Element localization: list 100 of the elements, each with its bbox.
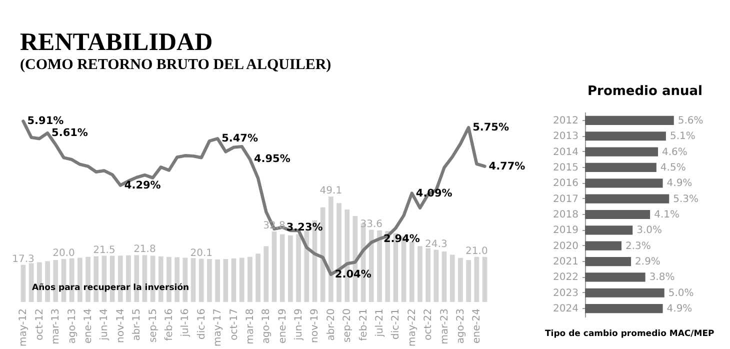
data-label: 4.1% xyxy=(654,210,680,220)
data-label: 3.8% xyxy=(649,272,675,284)
bar xyxy=(585,256,632,266)
x-tick-label: may-17 xyxy=(212,308,224,346)
bar xyxy=(207,259,212,302)
bar xyxy=(585,162,656,172)
y-tick-label: 2013 xyxy=(553,131,578,142)
data-label: 21.0 xyxy=(466,246,488,257)
data-label: 5.75% xyxy=(472,122,510,134)
x-tick-label: nov-19 xyxy=(310,308,321,343)
bar xyxy=(20,264,26,302)
data-label: 5.47% xyxy=(222,132,258,145)
bar xyxy=(296,234,301,302)
y-tick-label: 2015 xyxy=(553,162,578,174)
x-tick-label: feb-16 xyxy=(164,308,175,341)
data-label: 21.8 xyxy=(134,244,156,256)
bar xyxy=(585,272,646,282)
y-tick-label: 2022 xyxy=(553,272,578,284)
data-label: 20.0 xyxy=(52,248,75,260)
x-tick-label: ago-18 xyxy=(261,308,272,344)
bar xyxy=(248,256,252,302)
y-tick-label: 2021 xyxy=(553,256,578,268)
data-label: 4.95% xyxy=(254,153,291,166)
x-tick-label: jun-19 xyxy=(294,308,305,342)
data-label: 33.6 xyxy=(360,218,383,230)
y-tick-label: 2024 xyxy=(553,304,578,315)
x-tick-label: ene-24 xyxy=(472,308,483,344)
data-label: 4.9% xyxy=(666,178,692,190)
y-tick-label: 2020 xyxy=(553,240,578,252)
bar xyxy=(585,288,664,298)
x-tick-label: sep-20 xyxy=(342,308,354,343)
text: Tipo de cambio promedio MAC/MEP xyxy=(545,329,714,339)
x-tick-label: oct-22 xyxy=(423,308,434,340)
x-tick-label: ago-13 xyxy=(66,308,78,344)
bar xyxy=(134,255,140,302)
bar xyxy=(239,258,244,302)
x-tick-label: may-22 xyxy=(406,308,418,346)
y-tick-label: 2014 xyxy=(553,146,578,158)
data-label: 4.29% xyxy=(124,179,162,192)
data-label: 2.9% xyxy=(635,256,660,268)
x-tick-label: abr-20 xyxy=(326,308,337,341)
bar xyxy=(450,254,455,302)
data-label: 3.23% xyxy=(286,221,324,234)
bar xyxy=(585,178,663,188)
x-tick-label: sep-15 xyxy=(148,308,159,343)
bar xyxy=(256,254,260,302)
bar xyxy=(585,132,666,141)
chart-title: Promedio anual xyxy=(588,84,702,99)
x-tick-label: mar-23 xyxy=(439,308,450,344)
data-label: 2.94% xyxy=(384,232,420,245)
bar xyxy=(409,242,414,302)
x-tick-label: nov-14 xyxy=(115,308,126,343)
x-tick-label: mar-13 xyxy=(50,308,62,344)
bar xyxy=(426,248,431,302)
bar xyxy=(474,256,480,302)
data-label: 24.3 xyxy=(425,238,448,250)
data-label: 4.5% xyxy=(660,162,686,174)
bar xyxy=(264,246,269,302)
data-label: 5.1% xyxy=(670,131,696,142)
data-label: 3.0% xyxy=(636,225,662,236)
x-tick-label: jun-14 xyxy=(99,308,110,342)
x-tick-label: oct-17 xyxy=(228,308,240,340)
series-label: Años para recuperar la inversión xyxy=(32,283,190,293)
x-tick-label: ene-14 xyxy=(83,308,94,344)
data-label: 5.0% xyxy=(668,288,694,299)
bar xyxy=(482,256,488,302)
data-label: 2.3% xyxy=(626,240,651,252)
bar xyxy=(198,258,204,302)
bar xyxy=(280,234,285,302)
bar xyxy=(585,241,622,250)
bar xyxy=(458,258,463,302)
y-tick-label: 2016 xyxy=(553,178,578,190)
x-tick-label: ago-23 xyxy=(455,308,466,344)
data-label: 4.77% xyxy=(488,160,526,172)
x-tick-label: feb-21 xyxy=(358,308,370,341)
data-label: 5.6% xyxy=(678,115,704,126)
bar xyxy=(190,258,196,302)
bar xyxy=(288,235,293,302)
chart-subtitle: (COMO RETORNO BRUTO DEL ALQUILER) xyxy=(20,57,332,73)
bar xyxy=(215,259,220,302)
data-label: 5.61% xyxy=(52,127,88,140)
bar xyxy=(585,116,674,126)
data-label: 20.1 xyxy=(190,248,213,259)
x-tick-label: jul-21 xyxy=(374,308,386,338)
y-tick-label: 2023 xyxy=(553,288,578,299)
x-tick-label: ene-19 xyxy=(277,308,288,344)
x-tick-label: abr-15 xyxy=(132,308,143,341)
bar xyxy=(28,263,34,302)
data-label: 49.1 xyxy=(320,185,342,196)
bar xyxy=(585,226,633,235)
x-tick-label: may-12 xyxy=(18,308,30,346)
bar xyxy=(231,258,236,302)
y-tick-label: 2018 xyxy=(553,210,578,220)
bar xyxy=(328,196,334,302)
bar xyxy=(585,147,658,156)
data-label: 4.6% xyxy=(662,146,688,158)
data-label: 17.3 xyxy=(12,254,34,265)
bar xyxy=(418,246,422,302)
bar xyxy=(272,231,277,302)
data-label: 5.3% xyxy=(673,194,699,205)
